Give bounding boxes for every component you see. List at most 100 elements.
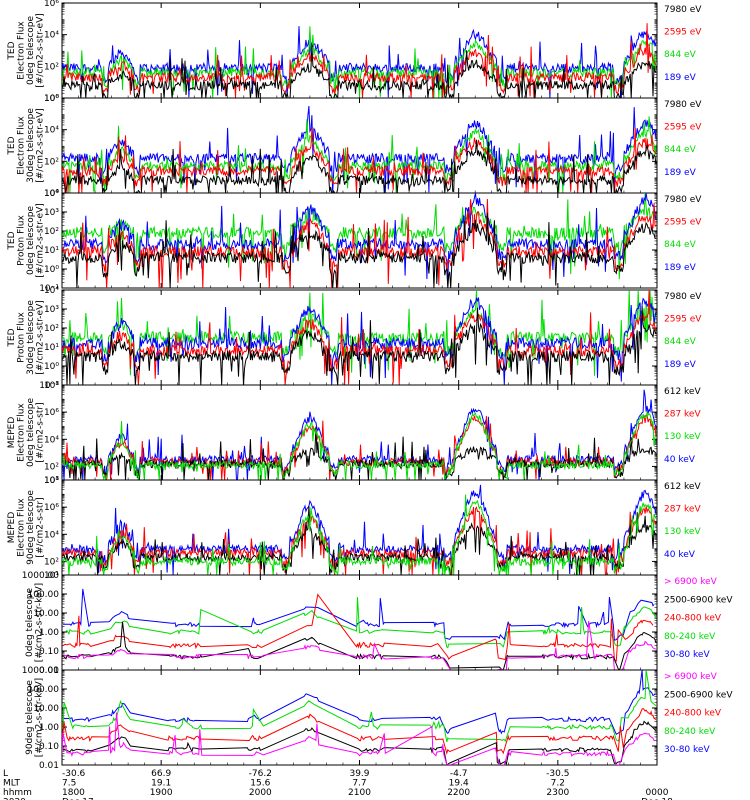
panel-ylabel-line: TED xyxy=(7,231,17,250)
panel-ylabel-line: [#/cm2-s-str-keV] xyxy=(35,678,45,757)
panel-3: 10⁻¹ 10⁰ 10¹ 10² 10³ 10⁴ TEDProton Flux0deg te… xyxy=(7,189,702,294)
y-tick-label: 10² xyxy=(44,462,59,472)
y-tick-label: 10³ xyxy=(44,305,59,315)
panel-ylabel-line: [#/cm2-s-str-eV] xyxy=(36,13,46,88)
legend-entry-red: 2595 eV xyxy=(664,315,702,325)
legend-entry-red: 2595 eV xyxy=(664,218,702,228)
legend-entry-green: 844 eV xyxy=(664,240,697,250)
legend-entry-green: 844 eV xyxy=(664,337,697,347)
panel-ylabel-line: TED xyxy=(7,136,17,155)
panel-ylabel: TEDElectron Flux0deg telescope[#/cm2-s-s… xyxy=(7,13,46,88)
legend-entry-black: 2500-6900 keV xyxy=(664,690,733,700)
panel-ylabel-line: 0deg telescope xyxy=(25,588,35,658)
legend-entry-blue: 40 keV xyxy=(664,455,696,465)
legend-entry-black: 7980 eV xyxy=(664,5,702,15)
y-tick-label: 10¹ xyxy=(44,246,59,256)
panel-4: 10⁻¹ 10⁰ 10¹ 10² 10³ 10⁴ TEDProton Flux30deg t… xyxy=(7,286,702,391)
x-row-value: -76.2 xyxy=(249,769,272,779)
series-green xyxy=(62,193,657,280)
y-tick-label: 0.01 xyxy=(39,761,59,771)
x-row-value: -30.6 xyxy=(62,769,86,779)
panel-traces xyxy=(62,588,657,670)
panel-legend: 612 keV 287 keV 130 keV 40 keV xyxy=(664,387,701,465)
series-magenta xyxy=(62,712,656,765)
panel-legend: 612 keV 287 keV 130 keV 40 keV xyxy=(664,482,701,560)
legend-entry-red: 2595 eV xyxy=(664,28,702,38)
series-green xyxy=(62,494,657,575)
x-row-value: 2300 xyxy=(546,788,569,798)
legend-entry-blue: 40 keV xyxy=(664,550,696,560)
panel-ylabel-line: [#/cm2-s-str-eV] xyxy=(36,108,46,183)
series-green xyxy=(62,410,657,480)
y-tick-label: 10³ xyxy=(44,208,59,218)
series-green xyxy=(62,670,657,743)
legend-entry-blue: 189 eV xyxy=(664,73,697,83)
panel-legend: 7980 eV 2595 eV 844 eV 189 eV xyxy=(664,5,702,83)
panel-6: 10¹ 10² 10⁴ 10⁶ 10⁸ MEPEDElectron Flux90deg t… xyxy=(7,476,701,581)
x-row-label: 2020 xyxy=(3,798,26,800)
panel-ylabel-line: TED xyxy=(7,328,17,347)
panel-traces xyxy=(62,105,657,193)
panel-ylabel-line: Proton Flux xyxy=(17,215,27,266)
y-tick-label: 10⁻¹ xyxy=(39,284,59,294)
panel-legend: 7980 eV 2595 eV 844 eV 189 eV xyxy=(664,195,702,273)
y-tick-label: 10⁸ xyxy=(44,381,59,391)
panel-2: 10⁰ 10² 10⁴ 10⁶ TEDElectron Flux30deg telesc… xyxy=(7,94,702,199)
legend-entry-red: 240-800 keV xyxy=(664,709,722,719)
x-row-label: hhmm xyxy=(3,788,32,798)
legend-entry-red: 287 keV xyxy=(664,410,701,420)
y-tick-label: 10⁴ xyxy=(44,435,59,445)
y-tick-label: 10⁻¹ xyxy=(39,381,59,391)
panel-ylabel-line: MEPED xyxy=(7,417,17,449)
y-tick-label: 10² xyxy=(44,324,59,334)
x-row-label: MLT xyxy=(3,779,21,789)
series-green xyxy=(62,116,657,193)
y-tick-label: 1.00 xyxy=(39,723,59,733)
legend-entry-black: 612 keV xyxy=(664,387,701,397)
x-row-value: 2200 xyxy=(447,788,470,798)
y-tick-label: 10⁶ xyxy=(44,94,59,104)
legend-entry-red: 2595 eV xyxy=(664,123,702,133)
panel-ylabel-line: Proton Flux xyxy=(17,312,27,363)
x-row-value: 1800 xyxy=(62,788,85,798)
legend-entry-black: 612 keV xyxy=(664,482,701,492)
y-tick-label: 10⁰ xyxy=(44,189,59,199)
y-tick-label: 1000.00 xyxy=(22,571,59,581)
panel-traces xyxy=(62,290,657,385)
panel-ylabel: 90deg telescope[#/cm2-s-str-keV] xyxy=(25,678,45,757)
series-red xyxy=(62,127,657,193)
panel-ylabel: 0deg telescope[#/cm2-s-str-keV] xyxy=(25,583,45,662)
panel-7: 0.01 0.10 1.00 10.00 100.00 1000.00 0deg teles… xyxy=(22,571,734,676)
panel-ylabel-line: [#/cm2-s-str] xyxy=(36,402,46,462)
panel-ylabel-line: 30deg telescope xyxy=(26,300,36,375)
panel-ylabel-line: Electron Flux xyxy=(17,498,27,557)
series-blue xyxy=(62,26,657,98)
panel-traces xyxy=(62,484,657,575)
panel-ylabel-line: MEPED xyxy=(7,512,17,544)
y-tick-label: 100.00 xyxy=(28,590,60,600)
x-row-value: 2100 xyxy=(348,788,371,798)
series-red xyxy=(62,707,657,756)
x-row-value: 19.1 xyxy=(151,779,171,789)
panel-ylabel: TEDElectron Flux30deg telescope[#/cm2-s-… xyxy=(7,108,46,183)
panel-ylabel-line: [#/cm2-s-str] xyxy=(36,497,46,557)
x-axis: L -30.6 66.9 -76.2 39.9 -4.7 -30.5 MLT 7.5 19.1 15… xyxy=(3,769,673,800)
legend-entry-blue: 189 eV xyxy=(664,263,697,273)
panel-ylabel: MEPEDElectron Flux90deg telescope[#/cm2-… xyxy=(7,490,46,565)
panel-traces xyxy=(62,193,657,288)
panel-ylabel-line: Electron Flux xyxy=(17,403,27,462)
x-row-value: Dec 17 xyxy=(62,798,94,800)
legend-entry-black: 2500-6900 keV xyxy=(664,595,733,605)
panel-traces xyxy=(62,23,657,98)
legend-entry-green: 80-240 keV xyxy=(664,727,716,737)
series-black xyxy=(62,212,657,288)
y-tick-label: 10⁶ xyxy=(44,503,59,513)
panel-5: 10¹ 10² 10⁴ 10⁶ 10⁸ MEPEDElectron Flux0deg te… xyxy=(7,381,701,486)
y-tick-label: 10⁴ xyxy=(44,286,59,296)
y-tick-label: 10⁴ xyxy=(44,530,59,540)
y-tick-label: 10² xyxy=(44,227,59,237)
y-tick-label: 10.00 xyxy=(33,704,59,714)
x-row-value: 1900 xyxy=(150,788,173,798)
legend-entry-black: 7980 eV xyxy=(664,292,702,302)
panel-legend: 7980 eV 2595 eV 844 eV 189 eV xyxy=(664,292,702,370)
